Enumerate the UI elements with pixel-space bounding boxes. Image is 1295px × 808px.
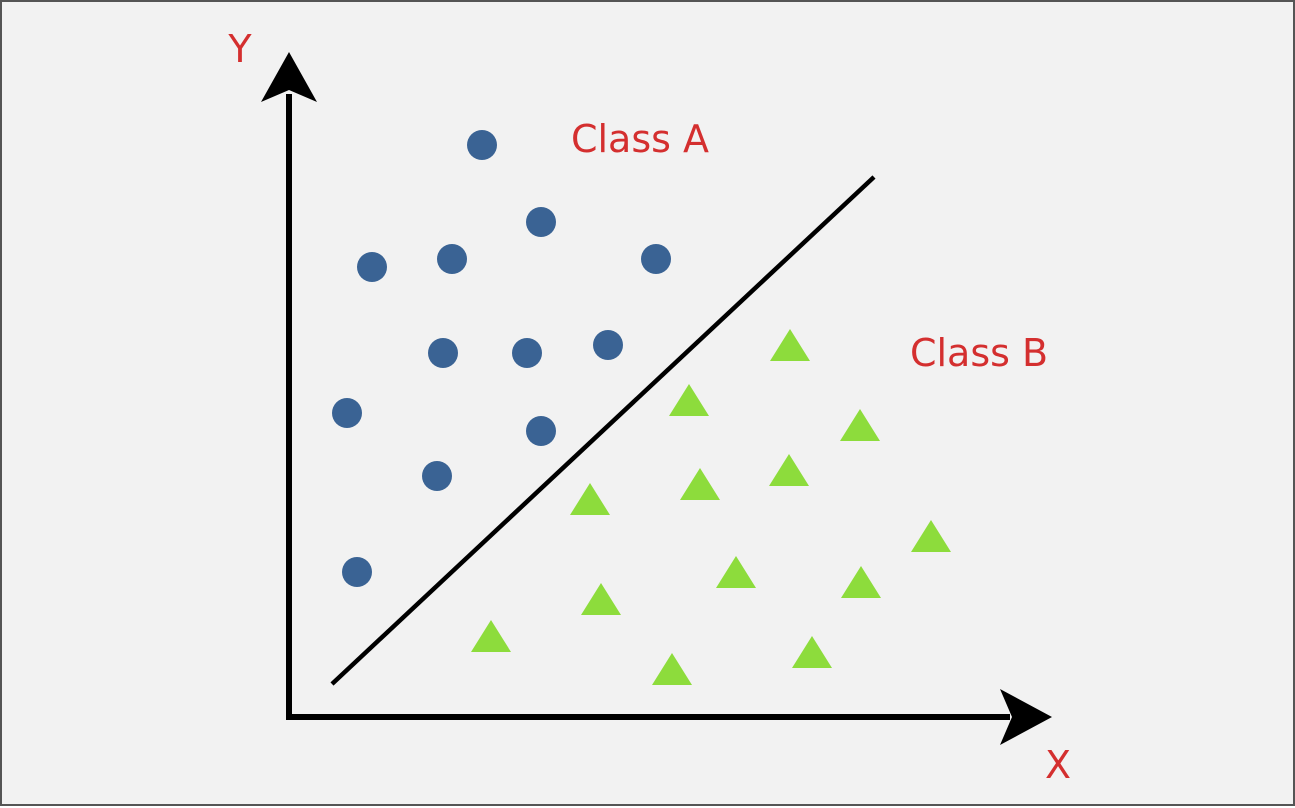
y-axis-label: Y [227,27,252,71]
class-a-point [526,416,556,446]
class-a-point [357,252,387,282]
decision-boundary-line [330,175,876,686]
class-b-point [570,483,610,515]
class-a-point [422,461,452,491]
class-a-label: Class A [571,117,709,161]
class-a-points [332,130,671,587]
class-a-point [593,330,623,360]
class-a-point [428,338,458,368]
class-b-point [652,653,692,685]
x-axis-arrowhead [1000,689,1052,745]
class-a-point [641,244,671,274]
class-b-point [769,454,809,486]
class-b-point [840,409,880,441]
class-b-point [911,520,951,552]
class-a-point [467,130,497,160]
class-a-point [437,244,467,274]
class-b-point [792,636,832,668]
class-a-point [526,207,556,237]
class-a-point [342,557,372,587]
class-a-point [512,338,542,368]
class-b-point [669,384,709,416]
y-axis-arrowhead [261,52,317,102]
x-axis-label: X [1045,743,1071,787]
class-b-point [581,583,621,615]
class-b-points [471,329,951,685]
class-b-point [770,329,810,361]
class-a-point [332,398,362,428]
class-b-label: Class B [910,331,1048,375]
class-b-point [716,556,756,588]
class-b-point [680,468,720,500]
class-b-point [841,566,881,598]
class-b-point [471,620,511,652]
